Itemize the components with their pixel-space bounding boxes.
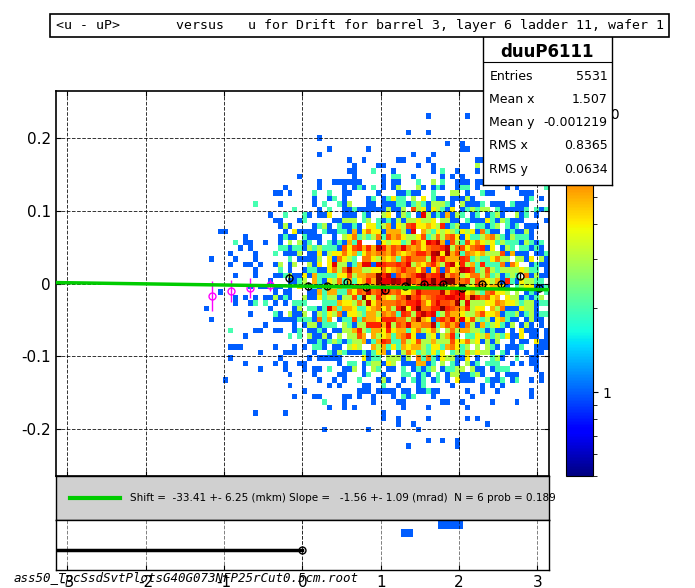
Text: 1.507: 1.507 <box>572 93 607 106</box>
Text: -0.001219: -0.001219 <box>543 116 607 129</box>
Text: ass50_TpcSsdSvtPlotsG40G073NFP25rCut0.5cm.root: ass50_TpcSsdSvtPlotsG40G073NFP25rCut0.5c… <box>14 572 359 585</box>
Text: <u - uP>       versus   u for Drift for barrel 3, layer 6 ladder 11, wafer 1: <u - uP> versus u for Drift for barrel 3… <box>56 19 664 32</box>
Text: Mean x: Mean x <box>489 93 535 106</box>
Text: 0.0634: 0.0634 <box>564 163 607 176</box>
Text: 0.8365: 0.8365 <box>564 139 607 152</box>
Text: 5531: 5531 <box>576 70 607 83</box>
Text: Mean y: Mean y <box>489 116 535 129</box>
Text: RMS x: RMS x <box>489 139 528 152</box>
Text: Shift =  -33.41 +- 6.25 (mkm) Slope =   -1.56 +- 1.09 (mrad)  N = 6 prob = 0.189: Shift = -33.41 +- 6.25 (mkm) Slope = -1.… <box>129 493 555 503</box>
Text: Entries: Entries <box>489 70 533 83</box>
Text: RMS y: RMS y <box>489 163 528 176</box>
Text: duuP6111: duuP6111 <box>500 43 594 61</box>
